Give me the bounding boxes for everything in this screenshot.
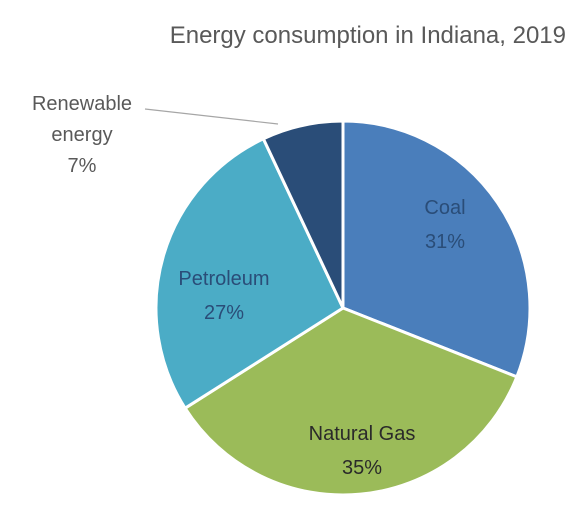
chart-title: Energy consumption in Indiana, 2019: [169, 22, 566, 49]
pie-slice-natural-gas: [183, 306, 519, 497]
pie-slice-coal: [341, 119, 532, 379]
data-label-coal-pct: 31%: [425, 231, 465, 253]
data-label-renewable-energy-pct: 7%: [68, 155, 97, 177]
data-label-petroleum-name: Petroleum: [178, 268, 269, 290]
data-label-petroleum-pct: 27%: [204, 302, 244, 324]
pie-slice-petroleum: [154, 136, 345, 411]
data-label-natural-gas-pct: 35%: [342, 457, 382, 479]
data-label-coal-name: Coal: [424, 197, 465, 219]
data-label-renewable-energy-name: energy: [51, 124, 112, 146]
pie-slice-renewable-energy: [261, 119, 345, 309]
data-label-renewable-energy-name: Renewable: [32, 93, 132, 115]
data-label-natural-gas-name: Natural Gas: [309, 423, 416, 445]
renewable-leader-line: [144, 108, 279, 125]
